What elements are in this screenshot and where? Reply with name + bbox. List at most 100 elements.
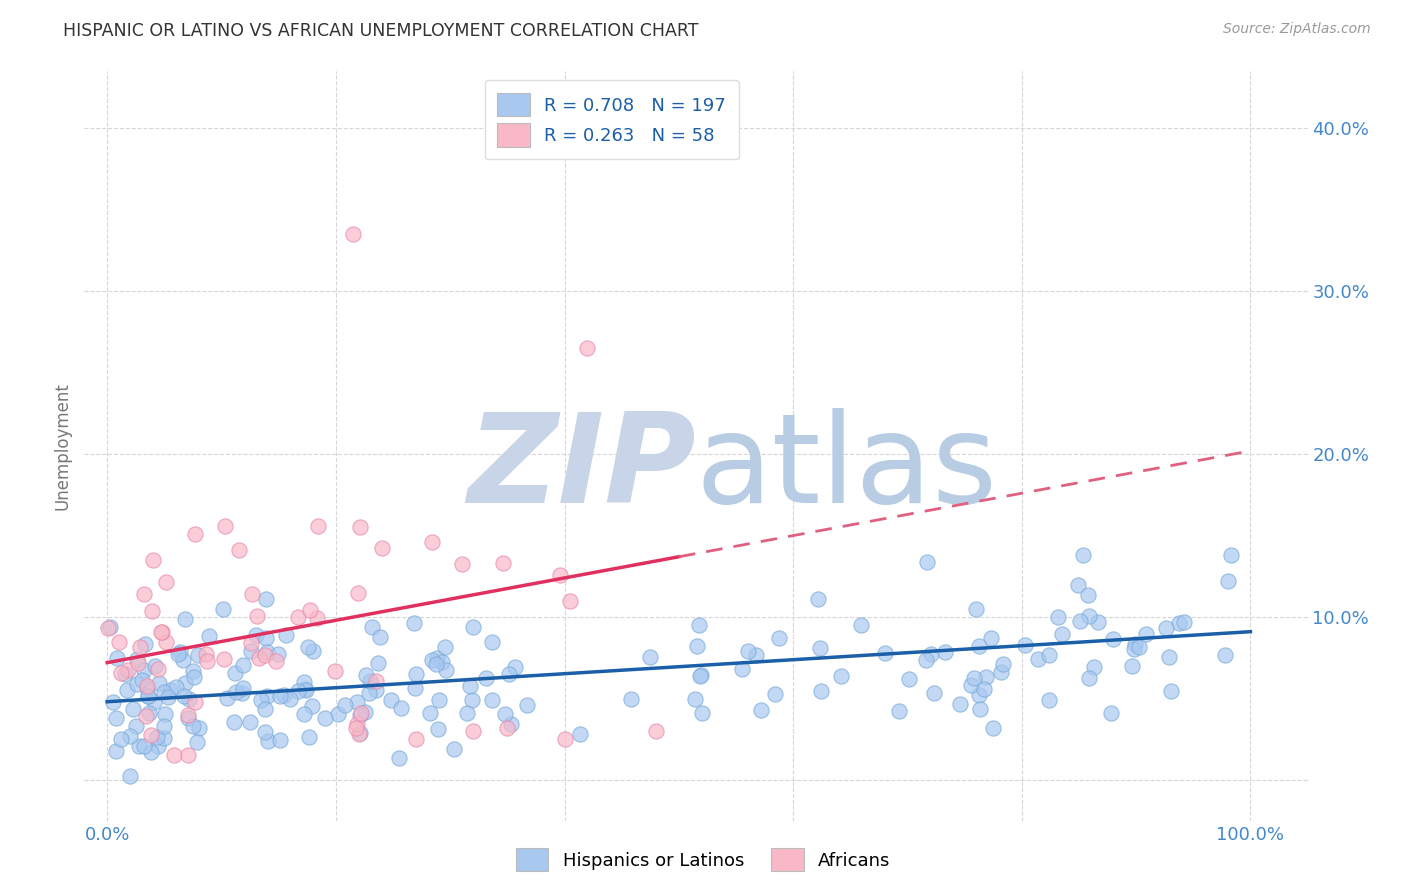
Point (231, 686, 253, 700)
Point (354, 705, 377, 719)
Point (232, 681, 254, 696)
Point (963, 671, 986, 685)
Point (420, 535, 443, 549)
Point (155, 574, 177, 589)
Point (1047, 609, 1070, 624)
Point (110, 732, 132, 747)
Point (177, 748, 200, 763)
Point (1160, 683, 1182, 698)
Point (307, 519, 329, 533)
Point (302, 644, 325, 658)
Point (326, 707, 349, 722)
Point (427, 723, 450, 737)
Point (132, 663, 155, 677)
Point (120, 769, 142, 783)
Legend: Hispanics or Latinos, Africans: Hispanics or Latinos, Africans (509, 841, 897, 879)
Point (1101, 706, 1123, 721)
Point (239, 643, 262, 657)
Point (169, 645, 191, 659)
Point (356, 667, 378, 681)
Point (915, 652, 938, 666)
Point (990, 665, 1012, 680)
Point (254, 631, 277, 645)
Point (576, 341, 599, 355)
Point (253, 725, 276, 739)
Text: atlas: atlas (696, 408, 998, 529)
Point (1173, 615, 1195, 630)
Point (1071, 548, 1094, 562)
Point (980, 631, 1002, 645)
Point (1128, 640, 1150, 655)
Point (849, 618, 872, 632)
Point (344, 721, 367, 735)
Point (973, 682, 995, 697)
Point (422, 653, 444, 667)
Point (1077, 588, 1099, 602)
Point (298, 730, 321, 744)
Point (184, 695, 207, 709)
Point (156, 690, 179, 704)
Point (922, 686, 945, 700)
Point (146, 662, 169, 676)
Point (347, 586, 370, 600)
Point (347, 727, 370, 741)
Point (349, 707, 371, 722)
Point (460, 693, 482, 707)
Point (224, 666, 246, 681)
Point (492, 557, 515, 571)
Point (117, 663, 139, 677)
Point (371, 541, 394, 556)
Point (361, 620, 384, 634)
Point (1219, 548, 1241, 562)
Point (177, 710, 200, 724)
Point (132, 587, 155, 601)
Point (247, 650, 270, 665)
Point (461, 620, 484, 634)
Point (1077, 609, 1099, 624)
Point (135, 681, 157, 696)
Point (349, 725, 371, 739)
Point (425, 657, 447, 671)
Point (176, 708, 198, 723)
Point (134, 739, 156, 753)
Point (548, 568, 571, 582)
Point (683, 692, 706, 706)
Point (1215, 648, 1237, 662)
Point (105, 651, 128, 665)
Point (198, 630, 221, 644)
Point (298, 603, 321, 617)
Point (349, 520, 371, 534)
Point (969, 701, 991, 715)
Point (388, 751, 411, 765)
Point (228, 543, 250, 558)
Point (128, 640, 150, 655)
Point (287, 610, 309, 624)
Point (131, 673, 153, 688)
Point (250, 692, 273, 706)
Point (222, 714, 245, 729)
Point (1102, 632, 1125, 646)
Point (737, 644, 759, 658)
Point (873, 646, 896, 660)
Point (110, 665, 132, 680)
Point (181, 718, 204, 732)
Point (498, 667, 520, 681)
Point (1159, 650, 1181, 665)
Point (305, 611, 328, 625)
Point (195, 648, 218, 662)
Point (434, 663, 457, 677)
Point (364, 682, 387, 697)
Point (434, 640, 457, 655)
Point (763, 687, 786, 701)
Point (287, 684, 309, 698)
Point (292, 674, 315, 689)
Point (1038, 648, 1060, 663)
Point (135, 708, 157, 723)
Point (273, 688, 295, 702)
Point (301, 698, 323, 713)
Point (240, 636, 263, 650)
Point (461, 724, 484, 739)
Point (314, 711, 336, 725)
Point (184, 527, 207, 541)
Point (389, 701, 412, 715)
